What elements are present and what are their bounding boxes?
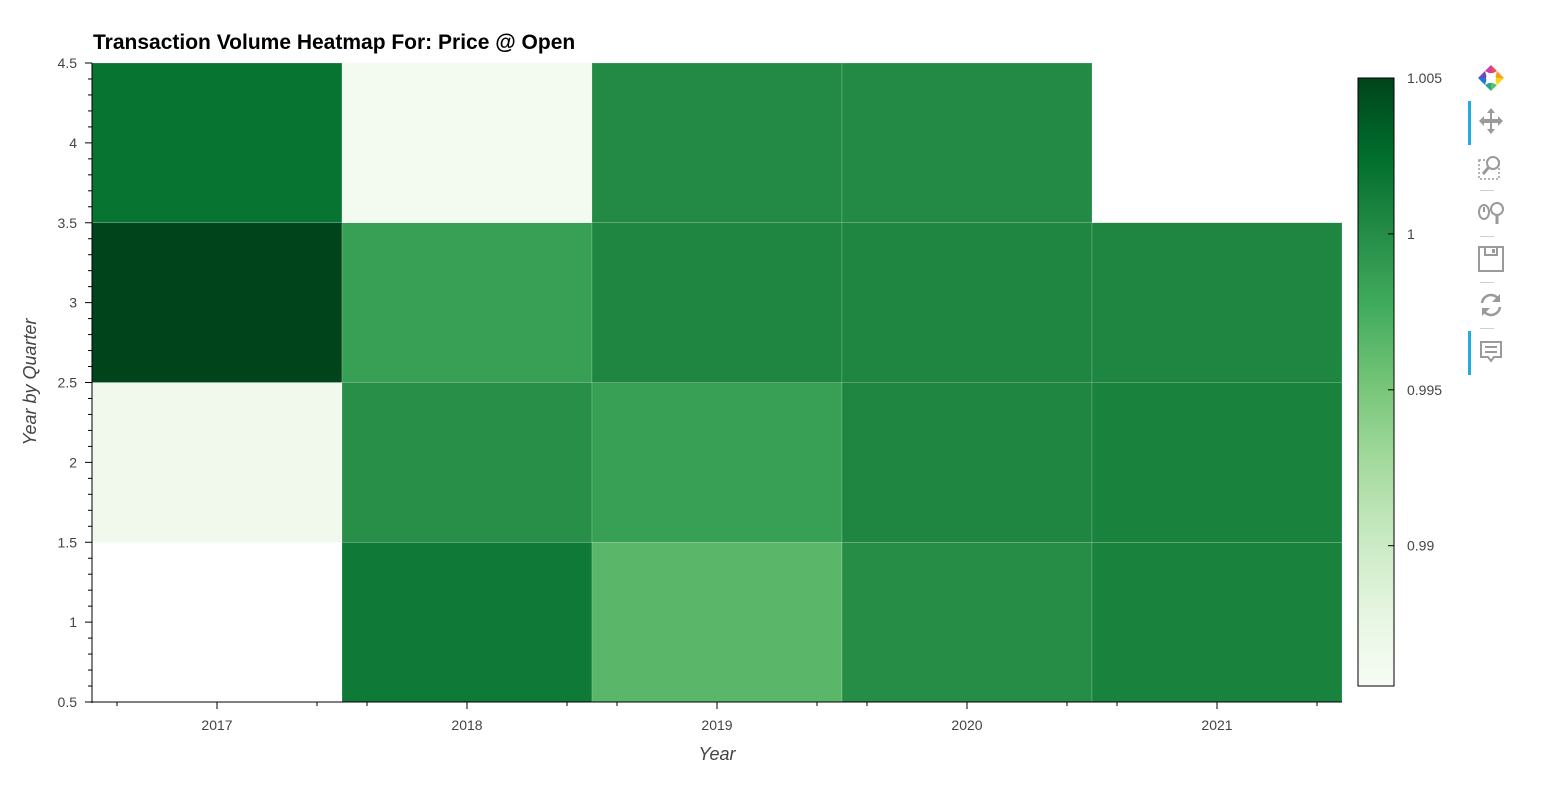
- wheel-zoom-icon: [1478, 202, 1504, 224]
- heatmap-cell-2017-q4[interactable]: [91, 62, 343, 223]
- heatmap-cell-2017-q3[interactable]: [91, 222, 343, 383]
- heatmap-cell-2018-q4[interactable]: [341, 62, 593, 223]
- heatmap-cell-2020-q1[interactable]: [841, 542, 1093, 703]
- heatmap-cell-2018-q2[interactable]: [341, 382, 593, 543]
- heatmap-cell-2018-q3[interactable]: [341, 222, 593, 383]
- colorbar-tick-label: 0.99: [1407, 538, 1434, 554]
- heatmap-cell-2021-q3[interactable]: [1091, 222, 1343, 383]
- heatmap-cell-2018-q1[interactable]: [341, 542, 593, 703]
- pan-active-indicator: [1468, 101, 1471, 145]
- pan-tool-button[interactable]: [1466, 101, 1516, 145]
- y-tick-label: 2: [69, 454, 77, 470]
- hover-active-indicator: [1468, 331, 1471, 375]
- y-tick-label: 1.5: [58, 534, 78, 550]
- y-tick-label: 0.5: [58, 694, 78, 710]
- chart-title: Transaction Volume Heatmap For: Price @ …: [93, 31, 575, 54]
- heatmap-cell-2017-q2[interactable]: [91, 382, 343, 543]
- heatmap-cell-2021-q2[interactable]: [1091, 382, 1343, 543]
- box-zoom-icon: [1478, 156, 1500, 180]
- heatmap-cell-2020-q2[interactable]: [841, 382, 1093, 543]
- hover-icon: [1480, 341, 1502, 363]
- y-tick-label: 1: [69, 614, 77, 630]
- x-tick-label: 2017: [201, 717, 232, 733]
- x-tick-label: 2018: [451, 717, 482, 733]
- heatmap-cell-2020-q3[interactable]: [841, 222, 1093, 383]
- colorbar-tick-label: 1.005: [1407, 70, 1442, 86]
- y-tick-label: 4.5: [58, 55, 78, 71]
- heatmap-cell-2019-q4[interactable]: [591, 62, 843, 223]
- y-tick-label: 2.5: [58, 375, 78, 391]
- heatmap-cell-2020-q4[interactable]: [841, 62, 1093, 223]
- reset-tool-button[interactable]: [1466, 285, 1516, 325]
- heatmap-cell-2019-q2[interactable]: [591, 382, 843, 543]
- colorbar-tick-label: 1: [1407, 226, 1415, 242]
- bokeh-logo-icon[interactable]: [1466, 58, 1516, 98]
- heatmap-cell-2021-q1[interactable]: [1091, 542, 1343, 703]
- y-tick-label: 4: [69, 135, 77, 151]
- y-tick-label: 3: [69, 295, 77, 311]
- save-icon: [1478, 246, 1504, 272]
- toolbar: [1466, 60, 1516, 390]
- heatmap-cell-2019-q1[interactable]: [591, 542, 843, 703]
- colorbar: 0.99 0.995 1 1.005: [1357, 70, 1442, 687]
- x-tick-label: 2021: [1201, 717, 1232, 733]
- heatmap-cell-2019-q3[interactable]: [591, 222, 843, 383]
- wheel-zoom-tool-button[interactable]: [1466, 193, 1516, 233]
- box-zoom-tool-button[interactable]: [1466, 147, 1516, 187]
- y-tick-label: 3.5: [58, 215, 78, 231]
- x-tick-label: 2019: [701, 717, 732, 733]
- hover-tool-button[interactable]: [1466, 331, 1516, 375]
- reset-icon: [1480, 293, 1502, 317]
- y-axis-label: Year by Quarter: [20, 317, 40, 445]
- save-tool-button[interactable]: [1466, 239, 1516, 279]
- x-tick-label: 2020: [951, 717, 982, 733]
- colorbar-tick-label: 0.995: [1407, 382, 1442, 398]
- x-axis-label: Year: [698, 744, 736, 764]
- colorbar-gradient: [1357, 77, 1395, 687]
- pan-icon: [1479, 108, 1503, 134]
